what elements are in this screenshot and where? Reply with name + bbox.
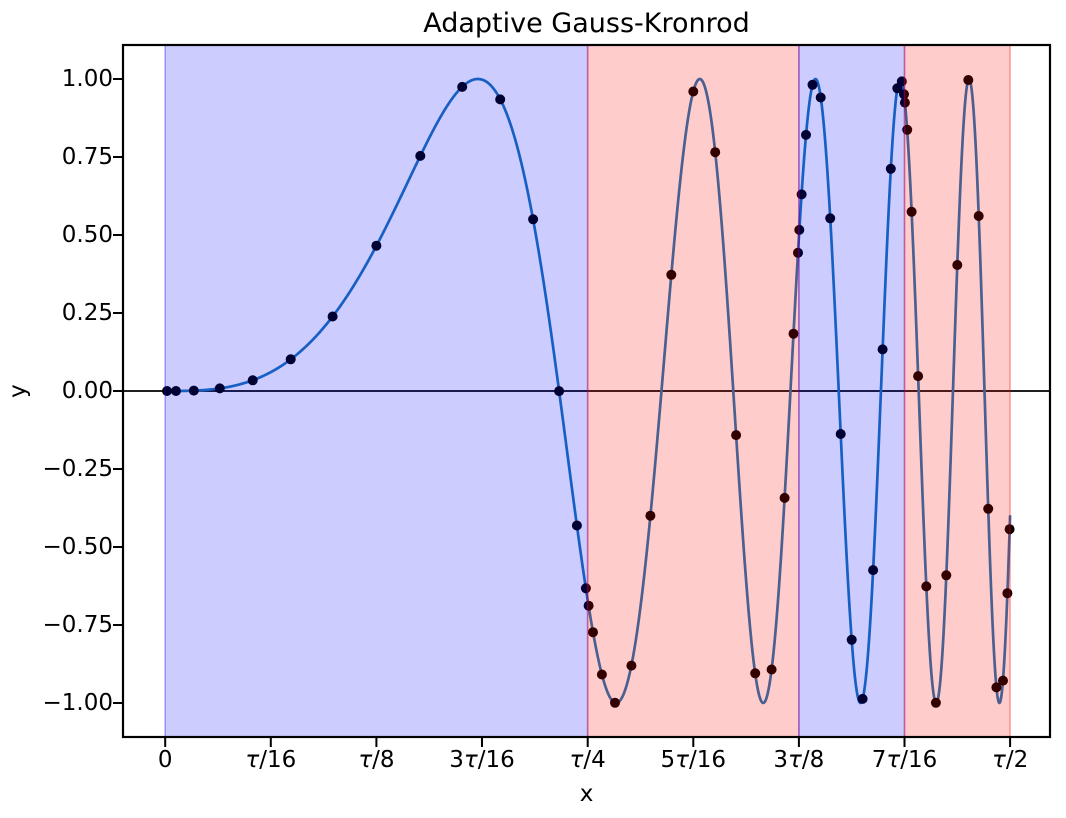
evaluation-point: [610, 697, 620, 708]
evaluation-point: [983, 503, 994, 514]
x-tick-label: τ/2: [991, 747, 1029, 773]
evaluation-point: [906, 206, 917, 217]
evaluation-point: [688, 86, 699, 97]
y-tick-label: 1.00: [61, 66, 113, 92]
chart-title: Adaptive Gauss-Kronrod: [423, 8, 750, 39]
x-tick-label: τ/16: [245, 747, 297, 773]
evaluation-point: [596, 669, 607, 680]
evaluation-point: [162, 386, 172, 396]
x-tick-label: 5τ/16: [660, 747, 727, 773]
evaluation-point: [731, 430, 742, 441]
evaluation-point: [807, 79, 818, 90]
evaluation-point: [835, 429, 846, 439]
x-tick-label: 3τ/16: [449, 747, 515, 773]
y-tick-label: −1.00: [42, 689, 113, 716]
evaluation-point: [495, 94, 506, 105]
y-tick-label: 0.00: [61, 378, 113, 404]
x-axis-label: x: [579, 781, 594, 807]
evaluation-point: [902, 124, 913, 135]
y-tick-label: 0.50: [61, 222, 113, 248]
evaluation-point: [327, 311, 338, 322]
evaluation-point: [666, 269, 677, 280]
evaluation-point: [921, 581, 932, 592]
evaluation-point: [583, 600, 594, 611]
evaluation-point: [952, 260, 963, 270]
axes-spines: [121, 43, 1052, 739]
evaluation-point: [794, 224, 805, 235]
evaluation-point: [415, 150, 426, 161]
y-tick-label: −0.50: [42, 533, 113, 560]
evaluation-point: [1004, 524, 1015, 535]
evaluation-point: [285, 354, 296, 365]
evaluation-point: [371, 240, 382, 251]
evaluation-point: [1002, 588, 1013, 599]
evaluation-point: [626, 660, 637, 671]
evaluation-point: [896, 76, 907, 87]
evaluation-point: [571, 520, 582, 531]
evaluation-point: [793, 247, 803, 258]
evaluation-point: [899, 89, 909, 100]
evaluation-point: [885, 163, 896, 174]
evaluation-point: [766, 664, 777, 675]
evaluation-point: [801, 129, 811, 140]
evaluation-point: [588, 627, 598, 638]
evaluation-point: [846, 634, 857, 645]
y-tick-label: 0.25: [61, 300, 113, 326]
evaluation-point: [973, 211, 984, 221]
evaluation-point: [825, 213, 836, 224]
evaluation-point: [913, 371, 924, 382]
evaluation-point: [857, 693, 868, 704]
evaluation-point: [710, 147, 721, 158]
evaluation-point: [171, 386, 181, 396]
interval-region-blue: [798, 44, 906, 738]
evaluation-point: [214, 383, 225, 394]
evaluation-point: [750, 668, 761, 679]
y-tick-label: −0.25: [42, 455, 113, 482]
interval-region-blue: [164, 44, 589, 738]
evaluation-point: [188, 385, 199, 396]
evaluation-point: [554, 386, 565, 397]
evaluation-point: [899, 97, 910, 108]
evaluation-point: [796, 189, 807, 200]
evaluation-point: [930, 697, 941, 708]
evaluation-point: [991, 682, 1002, 693]
x-tick-label: 7τ/16: [871, 747, 938, 773]
interval-region-red: [586, 44, 800, 738]
x-tick-label: 3τ/8: [773, 747, 825, 773]
x-tick-label: 0: [157, 747, 173, 773]
function-curve: [164, 77, 1012, 705]
evaluation-point: [247, 375, 258, 386]
evaluation-point: [580, 583, 591, 594]
evaluation-point: [868, 565, 879, 576]
evaluation-point: [998, 675, 1008, 686]
interval-region-red: [903, 44, 1011, 738]
evaluation-point: [457, 81, 468, 92]
evaluation-point: [877, 344, 888, 355]
evaluation-point: [815, 92, 826, 103]
evaluation-point: [963, 75, 974, 85]
evaluation-point: [645, 510, 656, 521]
evaluation-point: [788, 328, 799, 339]
y-tick-label: 0.75: [61, 144, 113, 170]
evaluation-point: [528, 214, 539, 225]
x-tick-label: τ/8: [358, 747, 395, 773]
y-tick-label: −0.75: [42, 611, 113, 638]
x-tick-label: τ/4: [569, 747, 606, 773]
evaluation-point: [779, 492, 790, 503]
evaluation-point: [941, 570, 952, 581]
